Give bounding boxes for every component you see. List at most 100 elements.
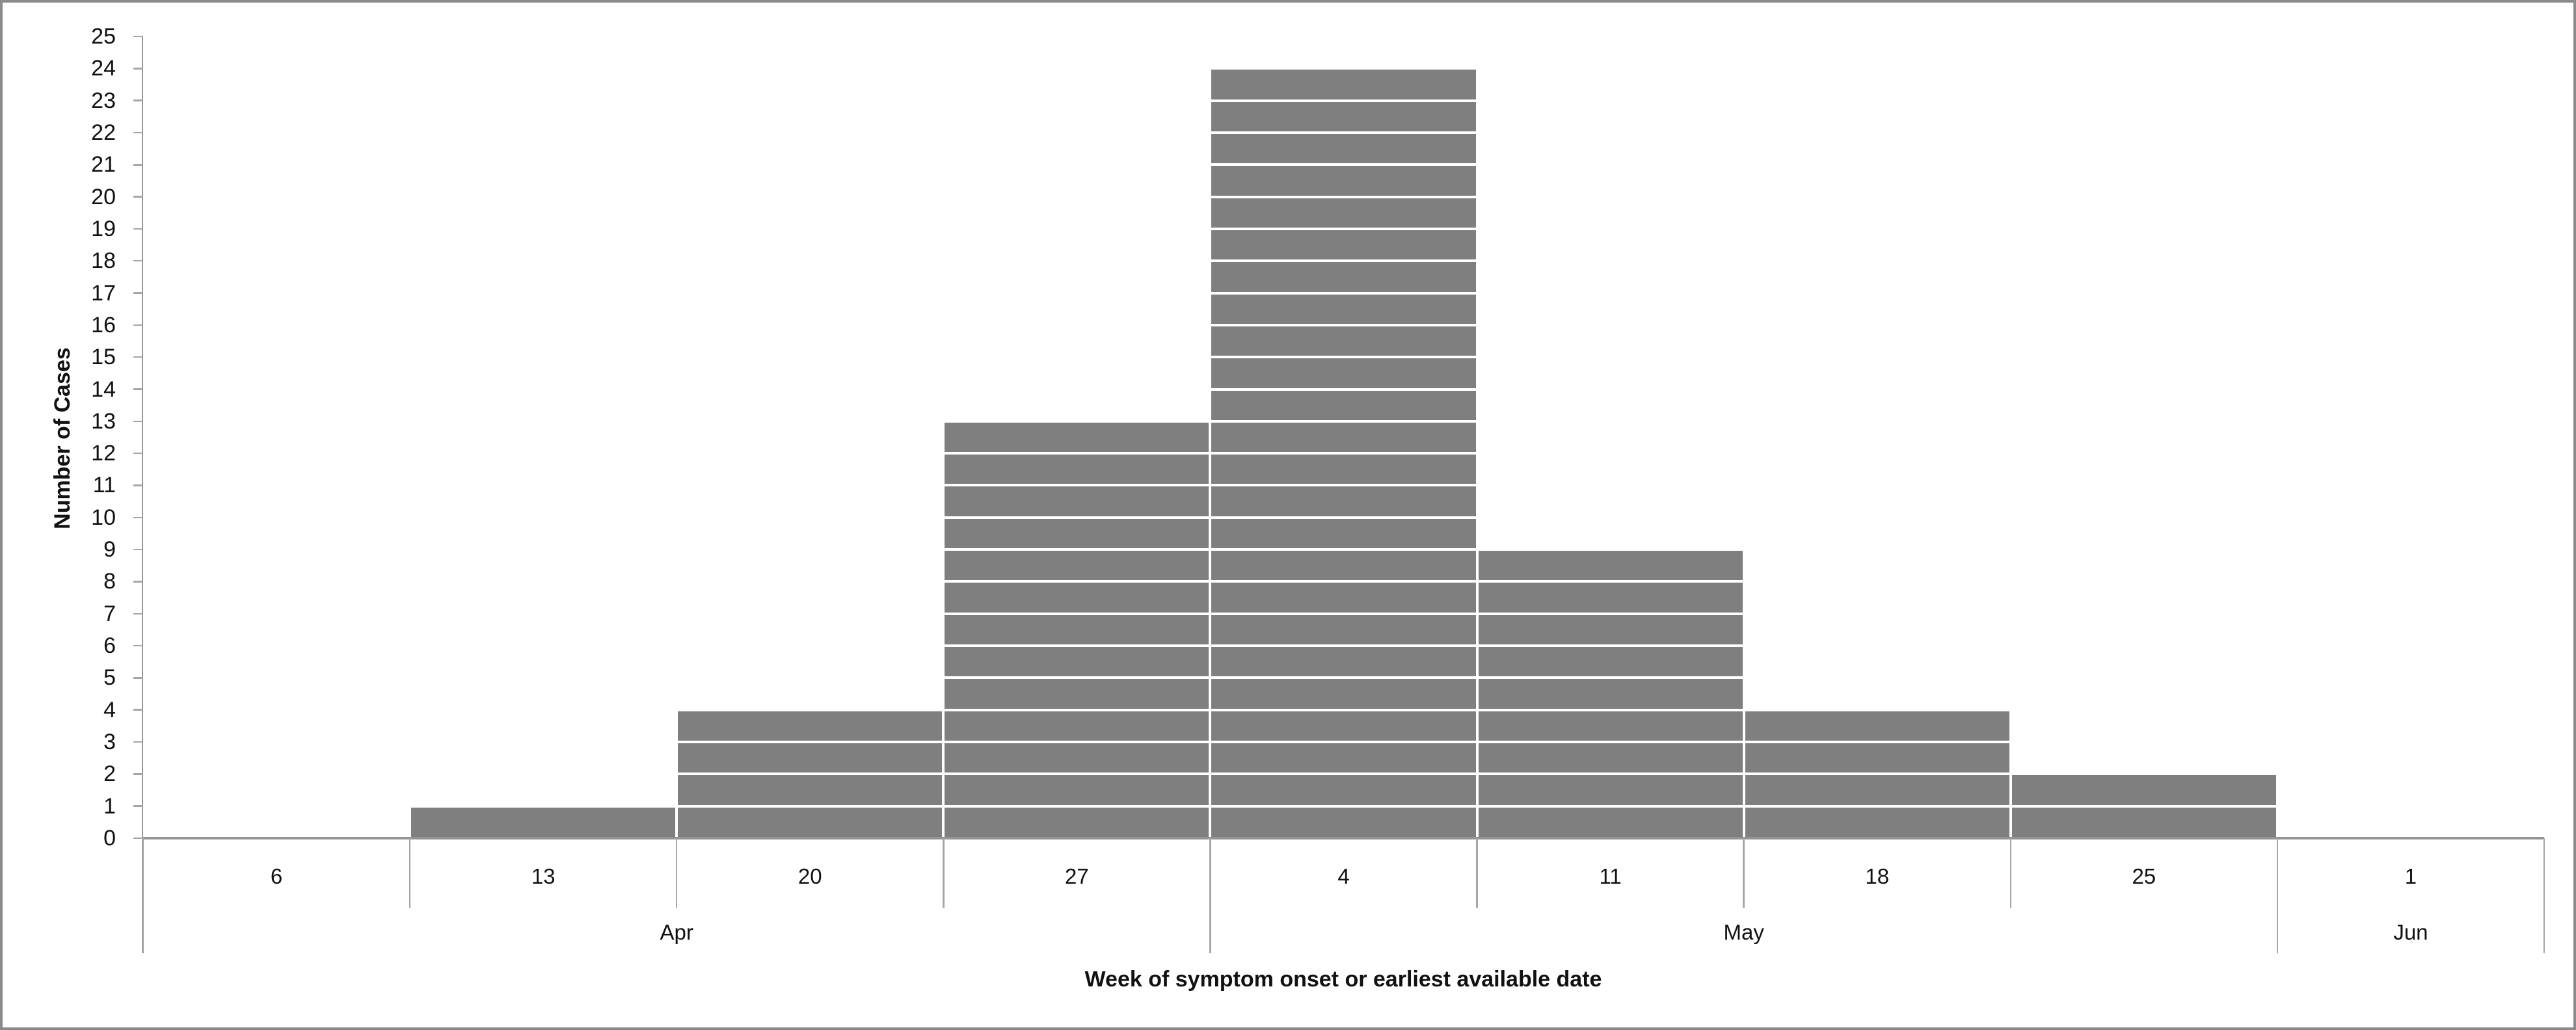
month-boundary-line xyxy=(142,838,144,953)
x-axis-week-label: 27 xyxy=(1065,864,1089,888)
case-cell xyxy=(1743,709,2011,743)
x-axis-week-label: 4 xyxy=(1337,864,1350,888)
case-cell xyxy=(1210,357,1477,390)
y-axis-tick-label: 15 xyxy=(91,345,116,370)
y-axis-tick xyxy=(133,99,143,101)
y-axis-tick xyxy=(133,452,143,455)
y-axis-tick-label: 22 xyxy=(91,120,116,145)
y-axis-tick xyxy=(133,68,143,70)
case-cell xyxy=(1210,613,1477,646)
y-axis-tick-label: 10 xyxy=(91,505,116,530)
case-cell xyxy=(1210,517,1477,550)
x-axis-week-label: 13 xyxy=(531,864,556,888)
week-tick-line xyxy=(1476,838,1478,908)
y-axis-tick xyxy=(133,484,143,486)
case-cell xyxy=(677,774,944,806)
y-axis-tick xyxy=(133,581,143,583)
case-cell xyxy=(2010,806,2277,838)
y-axis-tick-label: 13 xyxy=(91,408,116,434)
x-axis-month-label: Jun xyxy=(2393,920,2428,944)
case-cell xyxy=(2010,774,2277,806)
x-axis-month-label: Apr xyxy=(660,920,693,944)
y-axis-tick xyxy=(133,420,143,423)
case-cell xyxy=(943,453,1211,486)
y-axis-tick-label: 24 xyxy=(91,56,116,81)
month-boundary-line xyxy=(2276,838,2279,953)
y-axis-tick xyxy=(133,35,143,38)
case-cell xyxy=(1210,165,1477,197)
month-boundary-line xyxy=(2543,838,2545,953)
x-axis-week-label: 1 xyxy=(2404,864,2417,888)
y-axis-tick-label: 16 xyxy=(91,312,116,337)
y-axis-tick xyxy=(133,837,143,839)
case-cell xyxy=(1210,261,1477,293)
case-cell xyxy=(1210,421,1477,454)
week-tick-line xyxy=(943,838,945,908)
y-axis-tick-label: 14 xyxy=(91,376,116,402)
y-axis-tick-label: 21 xyxy=(91,152,116,178)
case-cell xyxy=(1210,389,1477,421)
case-cell xyxy=(1210,100,1477,133)
case-cell xyxy=(943,613,1211,646)
x-axis-month-label: May xyxy=(1723,920,1764,944)
y-axis-tick-label: 19 xyxy=(91,216,116,241)
y-axis-tick xyxy=(133,164,143,166)
case-cell xyxy=(1210,196,1477,229)
y-axis-tick xyxy=(133,388,143,390)
case-cell xyxy=(1477,806,1744,838)
case-cell xyxy=(943,485,1211,518)
case-cell xyxy=(1210,132,1477,165)
case-cell xyxy=(943,646,1211,678)
y-axis-tick xyxy=(133,644,143,647)
case-cell xyxy=(1477,709,1744,743)
y-axis-tick-label: 5 xyxy=(103,665,116,691)
y-axis-tick-label: 18 xyxy=(91,248,116,274)
plot-area: 0 1 2 3 4 5 6 7 8 9 10 11 12 13 14 15 16 17 18 19 20 21 22 23 24… xyxy=(3,3,2573,1027)
y-axis-tick xyxy=(133,677,143,679)
case-cell xyxy=(943,581,1211,614)
case-cell xyxy=(1210,549,1477,582)
case-cell xyxy=(943,421,1211,454)
y-axis-tick-label: 8 xyxy=(103,569,116,594)
case-cell xyxy=(1210,806,1477,838)
week-tick-line xyxy=(675,838,678,908)
y-axis-line xyxy=(141,36,143,953)
case-cell xyxy=(1210,324,1477,358)
case-cell xyxy=(1210,68,1477,101)
x-axis-week-label: 18 xyxy=(1865,864,1890,888)
y-axis-tick xyxy=(133,324,143,326)
case-cell xyxy=(1743,742,2011,774)
case-cell xyxy=(677,806,944,838)
case-cell xyxy=(410,806,677,838)
case-cell xyxy=(1477,774,1744,806)
case-cell xyxy=(943,549,1211,582)
y-axis-tick xyxy=(133,228,143,230)
y-axis-tick xyxy=(133,259,143,262)
y-axis-tick xyxy=(133,709,143,711)
y-axis-tick-label: 6 xyxy=(103,633,116,659)
case-cell xyxy=(943,709,1211,743)
y-axis-tick-label: 2 xyxy=(103,761,116,787)
x-axis-week-label: 25 xyxy=(2132,864,2156,888)
case-cell xyxy=(1477,646,1744,678)
y-axis-tick-label: 0 xyxy=(103,826,116,851)
case-cell xyxy=(1210,581,1477,614)
y-axis-tick xyxy=(133,773,143,775)
case-cell xyxy=(1210,228,1477,261)
case-cell xyxy=(677,742,944,774)
case-cell xyxy=(1743,806,2011,838)
y-axis-tick-label: 12 xyxy=(91,441,116,466)
y-axis-tick xyxy=(133,196,143,198)
week-tick-line xyxy=(409,838,411,908)
case-cell xyxy=(1210,678,1477,710)
case-cell xyxy=(943,742,1211,774)
case-cell xyxy=(1477,678,1744,710)
case-cell xyxy=(943,774,1211,806)
y-axis-tick-label: 7 xyxy=(103,601,116,626)
case-cell xyxy=(1210,742,1477,774)
y-axis-tick xyxy=(133,516,143,519)
y-axis-tick-label: 25 xyxy=(91,24,116,49)
y-axis-tick xyxy=(133,805,143,807)
case-cell xyxy=(943,517,1211,550)
